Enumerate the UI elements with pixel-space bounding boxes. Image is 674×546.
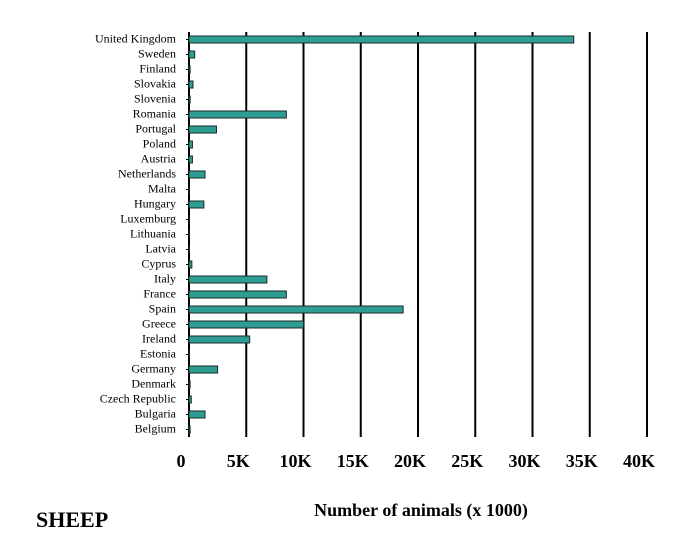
y-tick-label: Luxemburg xyxy=(120,211,176,225)
bar xyxy=(188,290,287,299)
bar xyxy=(188,320,304,329)
bar xyxy=(188,200,205,209)
chart-title: SHEEP xyxy=(36,507,108,532)
x-axis-label: Number of animals (x 1000) xyxy=(314,500,528,521)
x-tick-label: 15K xyxy=(337,451,369,471)
y-tick-label: France xyxy=(143,286,176,300)
y-tick-label: Netherlands xyxy=(118,166,176,180)
bar xyxy=(188,35,575,44)
bar xyxy=(188,260,193,269)
y-tick-label: Bulgaria xyxy=(135,406,177,420)
bar xyxy=(188,380,191,389)
y-tick-label: Hungary xyxy=(134,196,176,210)
x-tick-label: 10K xyxy=(279,451,311,471)
y-tick-label: United Kingdom xyxy=(95,31,177,45)
y-tick-label: Cyprus xyxy=(141,256,176,270)
bar xyxy=(188,365,219,374)
bar xyxy=(188,395,192,404)
x-tick-label: 20K xyxy=(394,451,426,471)
x-tick-label: 30K xyxy=(508,451,540,471)
y-tick-label: Austria xyxy=(141,151,177,165)
bar xyxy=(188,110,287,119)
x-tick-label: 40K xyxy=(623,451,655,471)
y-tick-label: Malta xyxy=(148,181,177,195)
y-tick-label: Sweden xyxy=(138,46,176,60)
y-tick-label: Slovenia xyxy=(134,91,177,105)
y-tick-label: Finland xyxy=(139,61,176,75)
bar xyxy=(188,50,196,59)
y-tick-label: Lithuania xyxy=(130,226,177,240)
y-tick-label: Poland xyxy=(143,136,176,150)
x-tick-label: 5K xyxy=(227,451,250,471)
y-tick-label: Denmark xyxy=(131,376,176,390)
bar xyxy=(188,155,193,164)
bar xyxy=(188,275,268,284)
bar xyxy=(188,335,251,344)
bar xyxy=(188,425,191,434)
y-tick-label: Slovakia xyxy=(134,76,177,90)
bar xyxy=(188,170,206,179)
x-tick-label: 25K xyxy=(451,451,483,471)
y-tick-label: Belgium xyxy=(135,421,177,435)
y-tick-label: Romania xyxy=(133,106,177,120)
y-tick-label: Czech Republic xyxy=(100,391,176,405)
y-tick-label: Germany xyxy=(131,361,176,375)
y-tick-label: Ireland xyxy=(142,331,176,345)
y-tick-label: Portugal xyxy=(135,121,176,135)
bar xyxy=(188,80,194,89)
x-tick-label: 35K xyxy=(566,451,598,471)
x-tick-label: 0 xyxy=(177,451,186,471)
y-tick-label: Spain xyxy=(149,301,176,315)
y-tick-label: Greece xyxy=(142,316,176,330)
bar xyxy=(188,95,191,104)
bar xyxy=(188,410,206,419)
bar xyxy=(188,140,193,149)
y-tick-label: Latvia xyxy=(145,241,176,255)
y-tick-label: Italy xyxy=(154,271,176,285)
bar xyxy=(188,65,191,74)
bar xyxy=(188,125,217,134)
bar xyxy=(188,305,404,314)
y-tick-label: Estonia xyxy=(140,346,177,360)
